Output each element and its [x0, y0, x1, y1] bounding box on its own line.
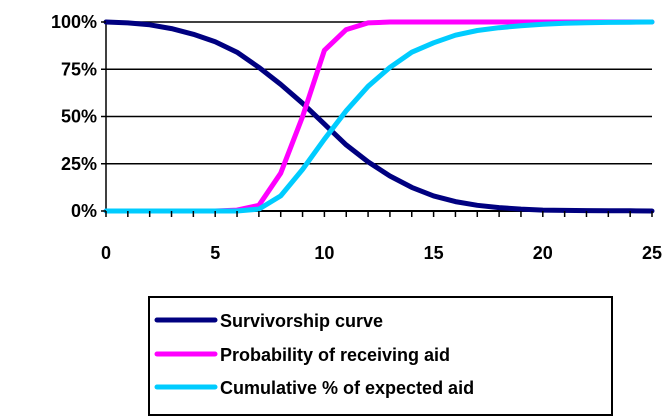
legend: Survivorship curve Probability of receivi…: [148, 296, 613, 416]
x-tick-label: 25: [642, 243, 662, 263]
x-axis-ticks: 0 5 10 15 20 25: [101, 211, 662, 263]
legend-label: Cumulative % of expected aid: [220, 378, 474, 398]
legend-label: Survivorship curve: [220, 311, 383, 331]
series-line-2: [103, 19, 655, 214]
y-axis-ticks: 0% 25% 50% 75% 100%: [51, 12, 106, 221]
x-tick-label: 10: [314, 243, 334, 263]
gridlines: [106, 21, 652, 212]
y-tick-label: 100%: [51, 12, 97, 32]
x-tick-label: 5: [210, 243, 220, 263]
y-tick-label: 75%: [61, 59, 97, 79]
y-tick-label: 0%: [71, 201, 97, 221]
y-tick-label: 25%: [61, 154, 97, 174]
legend-box: [148, 296, 613, 416]
series-line-0: [103, 19, 655, 214]
x-tick-label: 15: [424, 243, 444, 263]
legend-label: Probability of receiving aid: [220, 345, 450, 365]
x-tick-label: 0: [101, 243, 111, 263]
y-tick-label: 50%: [61, 107, 97, 127]
series-lines: [103, 19, 655, 214]
x-tick-label: 20: [533, 243, 553, 263]
